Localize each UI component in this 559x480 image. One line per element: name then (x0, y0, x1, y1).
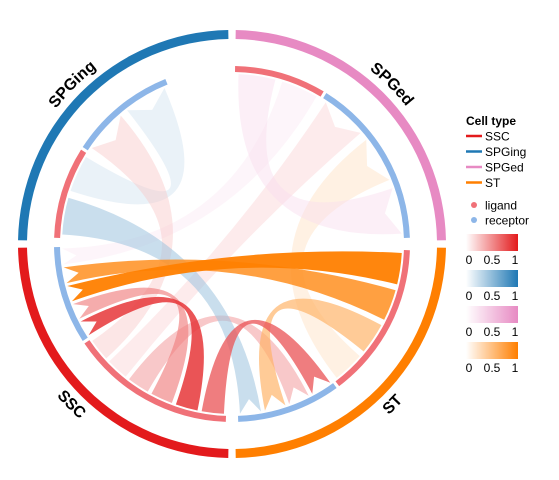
legend-label-spged: SPGed (485, 161, 524, 175)
gradient-tick-ssc-2: 1 (512, 253, 519, 267)
gradient-tick-spging-2: 1 (512, 289, 519, 303)
gradient-tick-st-0: 0 (466, 361, 473, 375)
gradient-tick-ssc-1: 0.5 (484, 253, 501, 267)
gradient-tick-spged-2: 1 (512, 325, 519, 339)
legend-label-ssc: SSC (485, 130, 510, 144)
gradient-bar-ssc (466, 234, 518, 251)
ligand-segment-spged (235, 66, 324, 97)
gradient-tick-st-1: 0.5 (484, 361, 501, 375)
legend-dot-receptor (471, 217, 477, 223)
legend-label-spging: SPGing (485, 145, 526, 159)
legend-label-ligand: ligand (485, 199, 517, 213)
link-spging-to-spging (70, 87, 185, 205)
gradient-tick-spging-0: 0 (466, 289, 473, 303)
link-spged-to-spged (238, 74, 402, 235)
receptor-segment-st (238, 383, 337, 422)
link-st-to-spged (290, 139, 390, 378)
gradient-bar-spging (466, 270, 518, 287)
link-ssc-to-ssc (72, 287, 189, 403)
legend-label-receptor: receptor (485, 214, 529, 228)
gradient-tick-spging-1: 0.5 (484, 289, 501, 303)
gradient-tick-st-2: 1 (512, 361, 519, 375)
link-ssc-to-st (201, 319, 331, 414)
gradient-bar-st (466, 342, 518, 359)
receptor-segment-spging (82, 78, 168, 151)
link-ssc-to-spged (109, 102, 361, 377)
link-spged-to-ssc (62, 81, 317, 265)
role-segments-layer (54, 66, 410, 422)
link-spging-to-st (62, 197, 261, 414)
legend-title: Cell type (466, 114, 516, 128)
sector-label-st: ST (380, 392, 407, 419)
link-st-to-ssc (63, 259, 396, 320)
legend-label-st: ST (485, 176, 501, 190)
gradient-bar-spged (466, 306, 518, 323)
receptor-segment-ssc (54, 247, 88, 341)
link-ssc-to-ssc (80, 296, 204, 411)
gradient-tick-ssc-0: 0 (466, 253, 473, 267)
gradient-tick-spged-1: 0.5 (484, 325, 501, 339)
legend-dot-ligand (471, 202, 477, 208)
gradient-tick-spged-0: 0 (466, 325, 473, 339)
ligand-segment-spging (54, 149, 87, 238)
link-st-to-ssc (67, 251, 402, 302)
link-st-to-st (259, 298, 382, 411)
links-layer (62, 74, 402, 414)
